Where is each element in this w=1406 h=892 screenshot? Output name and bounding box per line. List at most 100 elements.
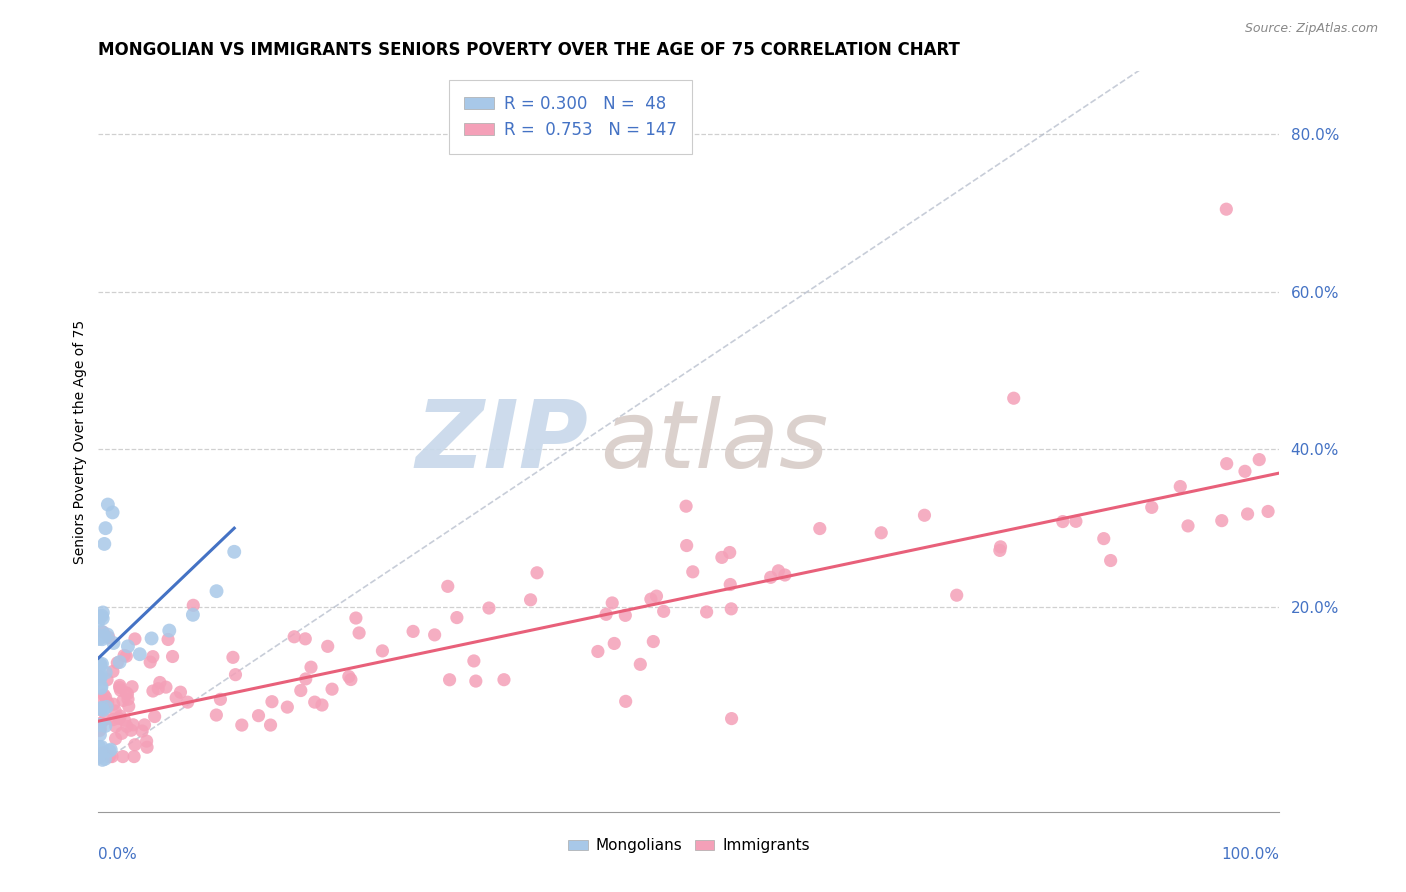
Point bbox=[773, 568, 796, 582]
Point bbox=[89, 749, 111, 764]
Point bbox=[131, 724, 153, 739]
Point bbox=[209, 692, 232, 706]
Point bbox=[89, 672, 111, 686]
Point bbox=[311, 698, 333, 712]
Point bbox=[87, 632, 110, 646]
Point bbox=[117, 692, 139, 706]
Point bbox=[1215, 457, 1237, 471]
Point bbox=[914, 508, 936, 523]
Point bbox=[614, 608, 637, 623]
Point bbox=[101, 749, 124, 764]
Point bbox=[142, 649, 165, 664]
Point bbox=[808, 522, 831, 536]
Point bbox=[90, 680, 112, 694]
Point bbox=[105, 656, 128, 670]
Point bbox=[870, 525, 893, 540]
Point bbox=[337, 669, 360, 683]
Point bbox=[98, 749, 121, 764]
Point bbox=[439, 673, 461, 687]
Point bbox=[347, 626, 370, 640]
Point bbox=[492, 673, 515, 687]
Point bbox=[93, 537, 115, 551]
Point bbox=[93, 746, 115, 760]
Point bbox=[103, 636, 125, 650]
Point bbox=[519, 592, 541, 607]
Point bbox=[91, 700, 114, 714]
Point bbox=[108, 678, 131, 692]
Point bbox=[104, 704, 127, 718]
Point bbox=[89, 722, 111, 736]
Point bbox=[108, 681, 131, 695]
Point bbox=[321, 682, 343, 697]
Point bbox=[100, 742, 122, 756]
Point bbox=[141, 632, 163, 646]
Point bbox=[90, 624, 112, 639]
Point bbox=[111, 749, 134, 764]
Point bbox=[1168, 479, 1191, 493]
Point bbox=[89, 739, 111, 754]
Point bbox=[122, 749, 145, 764]
Point bbox=[526, 566, 548, 580]
Point bbox=[94, 630, 117, 644]
Point bbox=[181, 599, 204, 613]
Text: 0.0%: 0.0% bbox=[98, 847, 138, 863]
Point bbox=[294, 672, 316, 686]
Point bbox=[87, 614, 110, 628]
Point bbox=[768, 564, 790, 578]
Point bbox=[586, 644, 609, 658]
Point bbox=[148, 681, 170, 696]
Point bbox=[89, 702, 111, 716]
Point bbox=[94, 665, 117, 680]
Point bbox=[114, 713, 136, 727]
Point bbox=[720, 602, 742, 616]
Point bbox=[344, 611, 367, 625]
Point bbox=[90, 681, 112, 695]
Point bbox=[96, 699, 118, 714]
Text: atlas: atlas bbox=[600, 396, 828, 487]
Point bbox=[149, 675, 172, 690]
Point bbox=[176, 695, 198, 709]
Point bbox=[988, 543, 1011, 558]
Text: 100.0%: 100.0% bbox=[1222, 847, 1279, 863]
Point bbox=[89, 657, 111, 672]
Point bbox=[91, 753, 114, 767]
Point bbox=[759, 570, 782, 584]
Point bbox=[446, 610, 468, 624]
Point bbox=[103, 713, 125, 727]
Point bbox=[1215, 202, 1237, 217]
Point bbox=[1092, 532, 1115, 546]
Point bbox=[91, 657, 114, 671]
Point bbox=[117, 640, 139, 654]
Point bbox=[93, 629, 115, 643]
Point bbox=[96, 673, 118, 687]
Point bbox=[104, 731, 127, 746]
Y-axis label: Seniors Poverty Over the Age of 75: Seniors Poverty Over the Age of 75 bbox=[73, 319, 87, 564]
Point bbox=[1140, 500, 1163, 515]
Point bbox=[162, 649, 184, 664]
Point bbox=[110, 683, 132, 698]
Point bbox=[463, 654, 485, 668]
Point bbox=[1249, 452, 1271, 467]
Point bbox=[142, 684, 165, 698]
Point bbox=[165, 690, 187, 705]
Point bbox=[1211, 514, 1233, 528]
Point bbox=[97, 696, 120, 710]
Point bbox=[115, 686, 138, 700]
Point bbox=[675, 539, 697, 553]
Point bbox=[205, 584, 228, 599]
Point bbox=[97, 498, 120, 512]
Point bbox=[118, 699, 141, 714]
Point bbox=[260, 695, 283, 709]
Point bbox=[205, 708, 228, 723]
Point bbox=[645, 589, 668, 603]
Point bbox=[652, 604, 675, 618]
Point bbox=[91, 691, 114, 706]
Point bbox=[101, 665, 124, 679]
Point bbox=[143, 709, 166, 723]
Point bbox=[402, 624, 425, 639]
Point bbox=[101, 505, 124, 519]
Point bbox=[91, 632, 114, 647]
Point bbox=[718, 545, 741, 559]
Point bbox=[124, 632, 146, 646]
Point bbox=[371, 644, 394, 658]
